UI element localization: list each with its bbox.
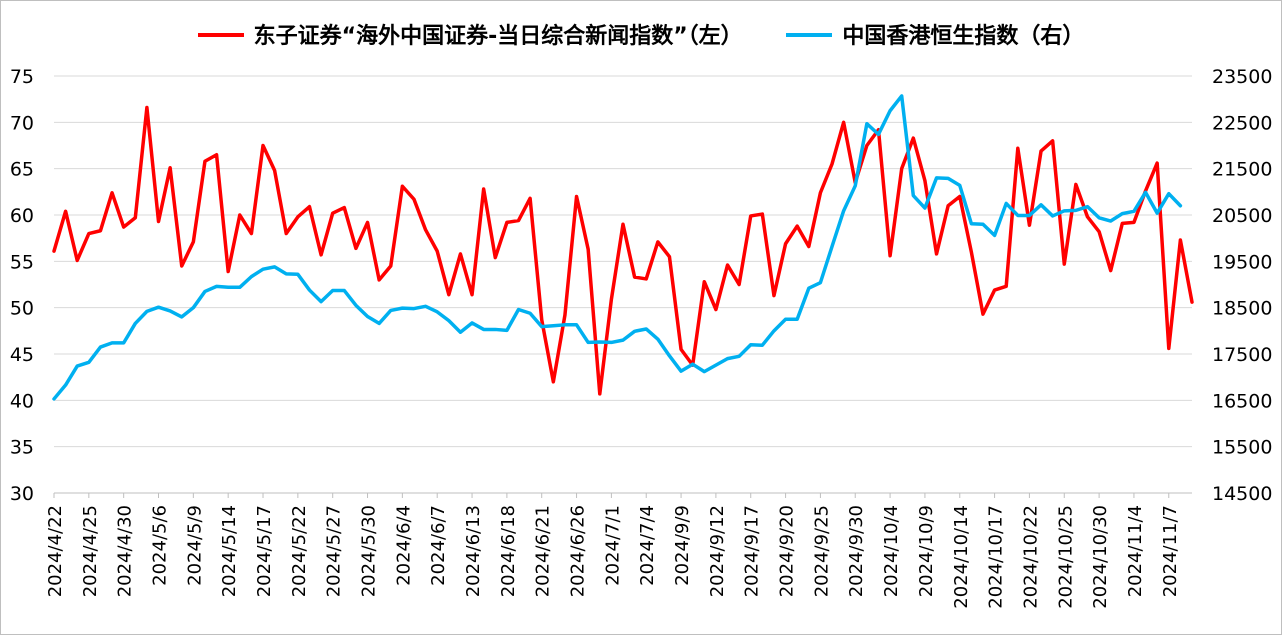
left-axis-tick-label: 65 (10, 159, 34, 181)
x-axis-tick-label: 2024/5/27 (324, 505, 345, 597)
right-axis-tick-label: 23500 (1212, 66, 1272, 88)
x-axis-tick-label: 2024/10/9 (916, 505, 937, 597)
x-axis-tick-label: 2024/5/9 (184, 505, 205, 586)
x-axis-tick-label: 2024/5/17 (254, 505, 275, 597)
x-axis-tick-label: 2024/6/4 (393, 505, 414, 586)
x-axis-tick-label: 2024/11/7 (1160, 505, 1181, 597)
x-axis-tick-label: 2024/9/25 (811, 505, 832, 597)
left-axis-tick-label: 70 (10, 112, 34, 134)
left-axis-tick-label: 45 (10, 344, 34, 366)
legend-label-hang-seng: 中国香港恒生指数（右） (842, 24, 1085, 49)
legend-item-hang-seng: 中国香港恒生指数（右） (786, 18, 1084, 50)
x-axis-tick-label: 2024/10/30 (1090, 505, 1111, 609)
right-axis-tick-label: 15500 (1212, 437, 1272, 459)
x-axis-tick-label: 2024/5/22 (289, 505, 310, 597)
x-axis-tick-label: 2024/9/20 (777, 505, 798, 597)
series-line-news-index (52, 105, 1194, 396)
x-axis-tick-label: 2024/6/13 (463, 505, 484, 597)
x-axis-tick-label: 2024/7/4 (637, 505, 658, 586)
right-axis-tick-label: 16500 (1212, 390, 1272, 412)
x-axis-tick-label: 2024/4/22 (45, 505, 66, 597)
right-axis-tick-label: 21500 (1212, 159, 1272, 181)
x-axis-tick-label: 2024/10/17 (986, 505, 1007, 609)
right-axis-tick-label: 17500 (1212, 344, 1272, 366)
left-axis-tick-label: 40 (10, 390, 34, 412)
x-axis-tick-label: 2024/10/22 (1020, 505, 1041, 609)
left-axis-tick-label: 30 (10, 483, 34, 505)
x-axis-tick-label: 2024/7/1 (602, 505, 623, 586)
x-axis-tick-label: 2024/9/30 (846, 505, 867, 597)
left-axis-tick-label: 75 (10, 66, 34, 88)
x-axis-tick-label: 2024/11/4 (1125, 505, 1146, 597)
legend-label-news-index: 东子证券“海外中国证券-当日综合新闻指数”（左） (253, 24, 743, 49)
series-line-hang-seng (52, 94, 1183, 401)
legend-swatch-news-index (197, 33, 244, 37)
left-axis-tick-label: 50 (10, 298, 34, 320)
right-axis-tick-label: 14500 (1212, 483, 1272, 505)
x-axis-tick-label: 2024/10/25 (1055, 505, 1076, 609)
x-axis-tick-label: 2024/4/30 (115, 505, 136, 597)
x-axis-tick-label: 2024/9/9 (672, 505, 693, 586)
x-axis-tick-label: 2024/5/14 (219, 505, 240, 597)
x-axis-tick-label: 2024/4/25 (80, 505, 101, 597)
right-axis-tick-label: 22500 (1212, 112, 1272, 134)
x-axis-tick-label: 2024/6/21 (533, 505, 554, 597)
x-axis-tick-label: 2024/10/14 (951, 505, 972, 609)
legend-item-news-index: 东子证券“海外中国证券-当日综合新闻指数”（左） (197, 18, 743, 50)
left-axis-tick-label: 55 (10, 251, 34, 273)
left-axis-tick-label: 35 (10, 437, 34, 459)
x-axis-tick-label: 2024/6/26 (568, 505, 589, 597)
legend-swatch-hang-seng (786, 33, 833, 37)
x-axis-tick-label: 2024/9/17 (742, 505, 763, 597)
x-axis-tick-label: 2024/6/7 (428, 505, 449, 586)
x-axis-tick-label: 2024/5/30 (359, 505, 380, 597)
chart-legend: 东子证券“海外中国证券-当日综合新闻指数”（左） 中国香港恒生指数（右） (0, 18, 1282, 50)
x-axis-tick-label: 2024/5/6 (150, 505, 171, 586)
x-axis-tick-label: 2024/9/12 (707, 505, 728, 597)
x-axis-tick-label: 2024/6/18 (498, 505, 519, 597)
left-axis-tick-label: 60 (10, 205, 34, 227)
x-axis-tick-label: 2024/10/4 (881, 505, 902, 597)
right-axis-tick-label: 18500 (1212, 298, 1272, 320)
right-axis-tick-label: 19500 (1212, 251, 1272, 273)
right-axis-tick-label: 20500 (1212, 205, 1272, 227)
